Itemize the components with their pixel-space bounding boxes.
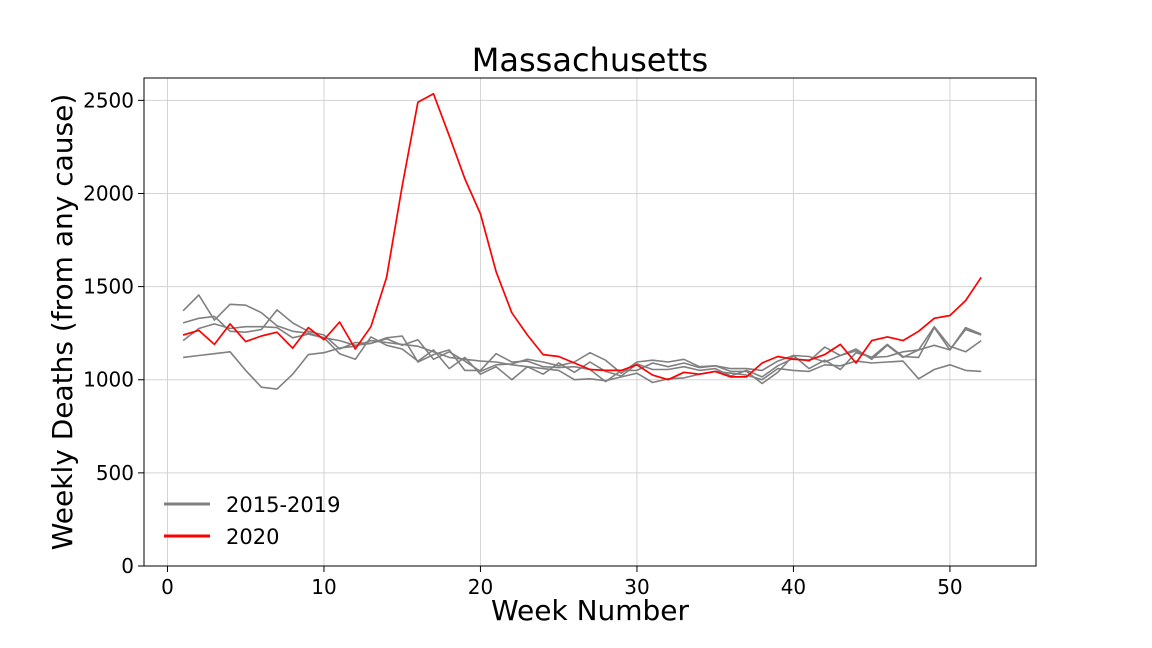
chart-title: Massachusetts — [472, 41, 708, 79]
legend: 2015-2019 2020 — [164, 493, 340, 549]
y-tick-label: 2000 — [83, 181, 134, 205]
series-line-2015-2019-2 — [182, 309, 982, 385]
series-lines — [182, 92, 982, 390]
y-tick-label: 2500 — [83, 88, 134, 112]
x-axis-label: Week Number — [491, 594, 690, 627]
x-tick-label: 30 — [624, 575, 649, 599]
x-tick-label: 0 — [161, 575, 174, 599]
y-tick-label: 500 — [96, 461, 134, 485]
x-tick-label: 40 — [781, 575, 806, 599]
x-tick-label: 20 — [468, 575, 493, 599]
x-tick-label: 50 — [937, 575, 962, 599]
legend-label-2015-2019: 2015-2019 — [226, 493, 340, 517]
plot-frame — [143, 77, 1037, 567]
series-line-2020-4 — [182, 92, 982, 381]
y-axis-label: Weekly Deaths (from any cause) — [46, 94, 79, 551]
y-tick-label: 1500 — [83, 275, 134, 299]
series-line-2015-2019-0 — [183, 339, 982, 390]
legend-label-2020: 2020 — [226, 525, 279, 549]
y-tick-label: 1000 — [83, 368, 134, 392]
y-tick-label: 0 — [121, 554, 134, 578]
x-tick-label: 10 — [311, 575, 336, 599]
series-line-2015-2019-1 — [182, 294, 982, 383]
